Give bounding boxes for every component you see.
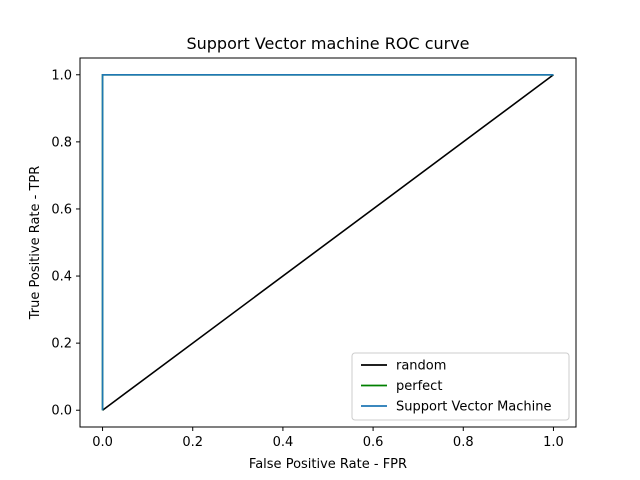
x-tick-label: 0.0 xyxy=(92,435,113,450)
chart-title: Support Vector machine ROC curve xyxy=(186,34,469,53)
legend-label-2: Support Vector Machine xyxy=(396,400,552,415)
x-tick-label: 1.0 xyxy=(543,435,564,450)
series-line-0 xyxy=(102,74,554,411)
x-tick-label: 0.4 xyxy=(273,435,294,450)
y-tick-label: 0.0 xyxy=(51,404,72,419)
y-axis-label: True Positive Rate - TPR xyxy=(28,166,43,321)
legend-label-1: perfect xyxy=(396,379,442,394)
y-tick-label: 0.8 xyxy=(51,135,72,150)
x-tick-label: 0.8 xyxy=(453,435,474,450)
y-tick-label: 0.2 xyxy=(51,337,72,352)
legend-label-0: random xyxy=(396,359,446,374)
y-tick-label: 0.4 xyxy=(51,270,72,285)
y-tick-label: 0.6 xyxy=(51,202,72,217)
y-tick-label: 1.0 xyxy=(51,68,72,83)
x-tick-label: 0.6 xyxy=(363,435,384,450)
legend: random perfect Support Vector Machine xyxy=(351,352,570,421)
plot-frame xyxy=(79,57,577,428)
legend-box xyxy=(351,352,570,421)
x-axis-label: False Positive Rate - FPR xyxy=(249,457,407,472)
y-axis-ticks: 0.0 0.2 0.4 0.6 0.8 1.0 xyxy=(51,68,80,419)
x-tick-label: 0.2 xyxy=(182,435,203,450)
series-line-2 xyxy=(101,73,554,411)
series-layer xyxy=(101,73,554,411)
x-axis-ticks: 0.0 0.2 0.4 0.6 0.8 1.0 xyxy=(92,427,564,450)
